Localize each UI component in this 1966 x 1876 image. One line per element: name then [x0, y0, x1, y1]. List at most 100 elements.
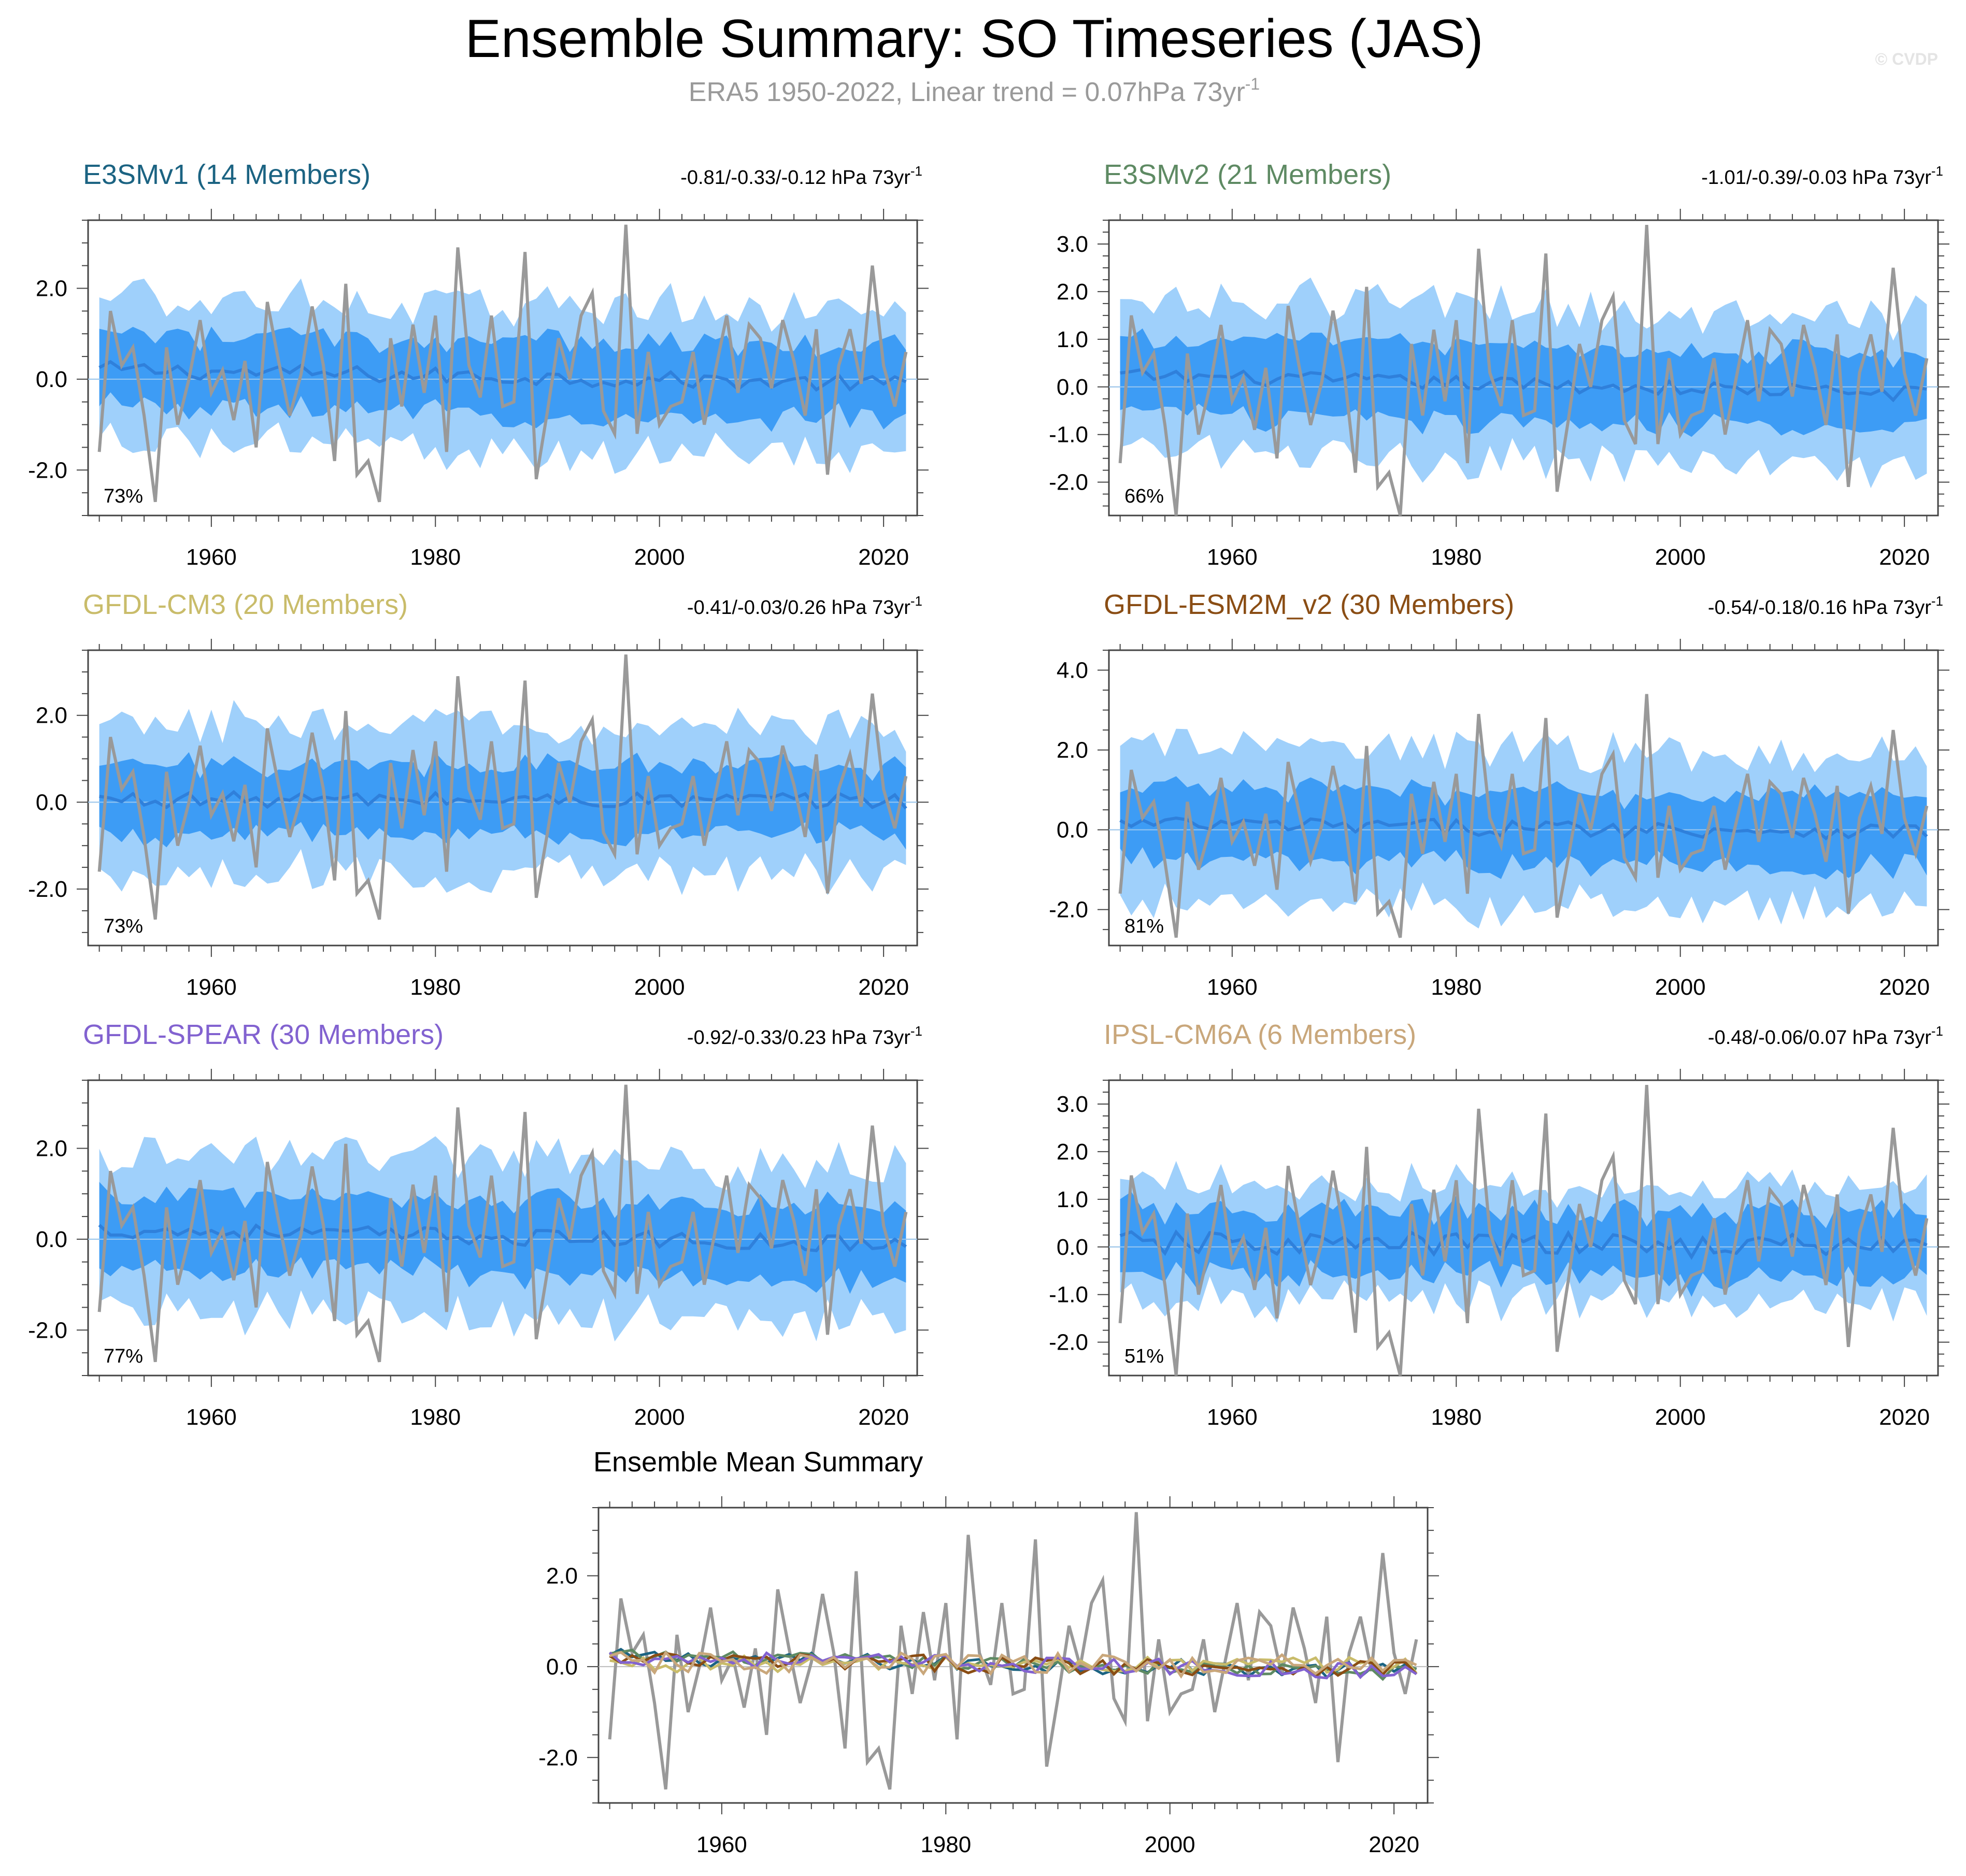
y-tick-label: 2.0	[1057, 738, 1088, 763]
y-tick-label: 0.0	[1057, 818, 1088, 843]
x-tick-label: 1960	[186, 975, 237, 1000]
panel-gfdl-cm3: GFDL-CM3 (20 Members) -0.41/-0.03/0.26 hP…	[28, 589, 929, 1000]
figure-title: Ensemble Summary: SO Timeseries (JAS)	[465, 9, 1484, 69]
percent-label: 73%	[104, 915, 143, 937]
percent-label: 73%	[104, 485, 143, 507]
model-mean-line-gfdl-spear	[608, 1651, 1417, 1680]
trend-range: -0.41/-0.03/0.26 hPa 73yr-1	[687, 593, 922, 619]
y-tick-label: 2.0	[36, 1136, 67, 1162]
panel-title: E3SMv2 (21 Members)	[1104, 159, 1391, 190]
y-tick-label: -2.0	[1049, 470, 1088, 495]
x-tick-label: 1980	[410, 545, 461, 570]
observed-line	[97, 1084, 908, 1363]
panel-title: E3SMv1 (14 Members)	[83, 159, 371, 190]
x-tick-label: 1960	[696, 1832, 747, 1857]
trend-range: -0.92/-0.33/0.23 hPa 73yr-1	[687, 1023, 922, 1049]
x-tick-label: 1980	[410, 1405, 461, 1430]
ensemble-mean-line	[99, 790, 907, 810]
panel-title: GFDL-SPEAR (30 Members)	[83, 1019, 444, 1050]
y-tick-label: 0.0	[36, 367, 67, 392]
x-tick-label: 2020	[858, 975, 909, 1000]
x-tick-label: 2000	[634, 1405, 685, 1430]
y-tick-label: 0.0	[36, 790, 67, 815]
y-tick-label: -2.0	[28, 457, 67, 483]
y-tick-label: 3.0	[1057, 1092, 1088, 1117]
trend-range: -1.01/-0.39/-0.03 hPa 73yr-1	[1701, 163, 1943, 189]
ensemble-mean-line	[1119, 1229, 1928, 1260]
trend-range: -0.48/-0.06/0.07 hPa 73yr-1	[1708, 1023, 1943, 1049]
y-tick-label: 1.0	[1057, 1187, 1088, 1212]
x-tick-label: 1960	[186, 1405, 237, 1430]
inner-spread-band	[1120, 328, 1927, 437]
x-tick-label: 2020	[1879, 1405, 1930, 1430]
y-tick-label: 2.0	[1057, 1139, 1088, 1165]
watermark: © CVDP	[1875, 50, 1938, 68]
percent-label: 66%	[1124, 485, 1164, 507]
panel-ipsl-cm6a: IPSL-CM6A (6 Members) -0.48/-0.06/0.07 hP…	[1049, 1019, 1949, 1430]
y-tick-label: 2.0	[1057, 279, 1088, 305]
y-tick-label: 0.0	[1057, 375, 1088, 400]
panel-gfdl-esm2m_v2: GFDL-ESM2M_v2 (30 Members) -0.54/-0.18/0.…	[1049, 589, 1949, 1000]
x-tick-label: 2000	[634, 975, 685, 1000]
x-tick-label: 1980	[410, 975, 461, 1000]
x-tick-label: 1960	[1207, 1405, 1258, 1430]
x-tick-label: 1960	[1207, 975, 1258, 1000]
ensemble-mean-line	[1120, 367, 1927, 403]
panel-title: GFDL-ESM2M_v2 (30 Members)	[1104, 589, 1514, 620]
y-tick-label: -2.0	[28, 877, 67, 902]
x-tick-label: 2020	[858, 1405, 909, 1430]
observed-line	[608, 1512, 1418, 1790]
inner-spread-band	[1120, 1192, 1927, 1297]
ensemble-mean-title: Ensemble Mean Summary	[593, 1447, 923, 1478]
y-tick-label: 2.0	[546, 1564, 578, 1589]
observed-line	[1118, 225, 1929, 516]
x-tick-label: 1980	[1431, 1405, 1481, 1430]
x-tick-label: 1980	[1431, 975, 1481, 1000]
x-tick-label: 2000	[1655, 1405, 1706, 1430]
panel-title: IPSL-CM6A (6 Members)	[1104, 1019, 1416, 1050]
x-tick-label: 1960	[1207, 545, 1258, 570]
x-tick-label: 2000	[1655, 545, 1706, 570]
x-tick-label: 2000	[1655, 975, 1706, 1000]
x-tick-label: 1980	[1431, 545, 1481, 570]
percent-label: 51%	[1124, 1345, 1164, 1367]
observed-line	[1118, 694, 1929, 938]
trend-range: -0.54/-0.18/0.16 hPa 73yr-1	[1708, 593, 1943, 619]
y-tick-label: -2.0	[1049, 897, 1088, 923]
y-tick-label: 2.0	[36, 276, 67, 302]
observed-line	[1118, 1085, 1929, 1376]
y-tick-label: -1.0	[1049, 422, 1088, 448]
panels: E3SMv1 (14 Members) -0.81/-0.33/-0.12 hPa…	[28, 159, 1949, 1430]
observed-line	[97, 224, 908, 503]
percent-label: 81%	[1124, 915, 1164, 937]
y-tick-label: 2.0	[36, 703, 67, 728]
panel-e3smv2: E3SMv2 (21 Members) -1.01/-0.39/-0.03 hPa…	[1049, 159, 1949, 570]
y-tick-label: 0.0	[546, 1654, 578, 1680]
x-tick-label: 2000	[1145, 1832, 1195, 1857]
x-tick-label: 2020	[1879, 545, 1930, 570]
plot-frame	[597, 1507, 1429, 1804]
observed-line	[97, 654, 908, 920]
y-tick-label: 0.0	[1057, 1235, 1088, 1260]
y-tick-label: -1.0	[1049, 1282, 1088, 1308]
x-tick-label: 2020	[858, 545, 909, 570]
y-tick-label: 1.0	[1057, 327, 1088, 352]
y-tick-label: -2.0	[28, 1318, 67, 1343]
y-tick-label: -2.0	[538, 1745, 578, 1770]
trend-range: -0.81/-0.33/-0.12 hPa 73yr-1	[680, 163, 922, 189]
y-tick-label: 4.0	[1057, 658, 1088, 683]
percent-label: 77%	[104, 1345, 143, 1367]
x-tick-label: 2020	[1879, 975, 1930, 1000]
ensemble-mean-summary: Ensemble Mean Summary 1960 1980 2000 2020 -2.…	[538, 1447, 1439, 1857]
model-mean-line-ipsl-cm6a	[609, 1650, 1417, 1679]
x-tick-label: 1980	[920, 1832, 971, 1857]
panel-e3smv1: E3SMv1 (14 Members) -0.81/-0.33/-0.12 hPa…	[28, 159, 929, 570]
panel-title: GFDL-CM3 (20 Members)	[83, 589, 408, 620]
x-tick-label: 1960	[186, 545, 237, 570]
y-tick-label: 0.0	[36, 1227, 67, 1252]
x-tick-label: 2020	[1369, 1832, 1419, 1857]
x-tick-label: 2000	[634, 545, 685, 570]
model-mean-line-gfdl-cm3	[609, 1654, 1418, 1674]
y-tick-label: 3.0	[1057, 232, 1088, 257]
